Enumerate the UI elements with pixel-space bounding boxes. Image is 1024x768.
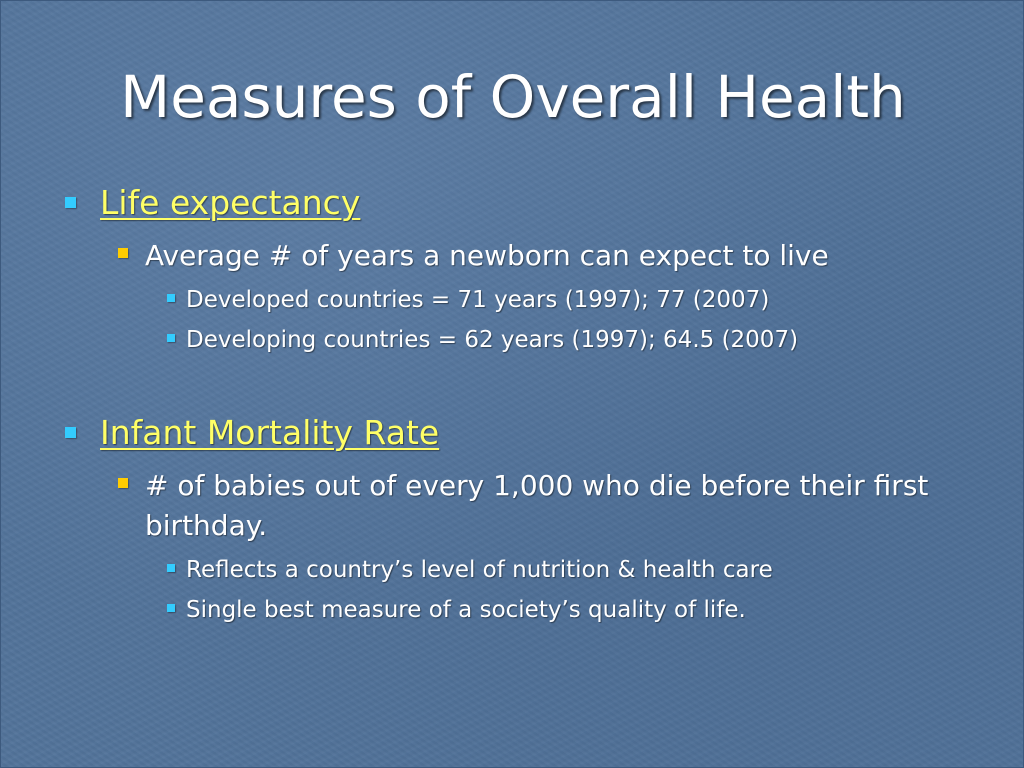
detail-text: Single best measure of a society’s quali… (186, 597, 746, 623)
detail-quality-of-life: Single best measure of a society’s quali… (167, 594, 967, 626)
square-bullet-icon (167, 564, 175, 572)
square-bullet-icon (118, 478, 128, 488)
square-bullet-icon (118, 248, 128, 258)
square-bullet-icon (167, 604, 175, 612)
link-life-expectancy[interactable]: Life expectancy (100, 183, 361, 222)
square-bullet-icon (167, 294, 175, 302)
detail-nutrition-health-care: Reflects a country’s level of nutrition … (167, 554, 967, 586)
detail-developed-countries: Developed countries = 71 years (1997); 7… (167, 284, 967, 316)
detail-text: Developing countries = 62 years (1997); … (186, 327, 799, 353)
definition-text: # of babies out of every 1,000 who die b… (145, 469, 929, 542)
definition-text: Average # of years a newborn can expect … (145, 239, 829, 272)
square-bullet-icon (167, 334, 175, 342)
subbullet-infant-mortality-definition: # of babies out of every 1,000 who die b… (118, 466, 958, 546)
square-bullet-icon (65, 427, 76, 438)
square-bullet-icon (65, 197, 76, 208)
bullet-infant-mortality-rate: Infant Mortality Rate (65, 413, 439, 453)
detail-text: Developed countries = 71 years (1997); 7… (186, 287, 770, 313)
slide-title: Measures of Overall Health (120, 63, 906, 131)
subbullet-life-expectancy-definition: Average # of years a newborn can expect … (118, 236, 938, 276)
detail-developing-countries: Developing countries = 62 years (1997); … (167, 324, 967, 356)
detail-text: Reflects a country’s level of nutrition … (186, 557, 773, 583)
bullet-life-expectancy: Life expectancy (65, 183, 360, 223)
link-infant-mortality-rate[interactable]: Infant Mortality Rate (100, 413, 440, 452)
